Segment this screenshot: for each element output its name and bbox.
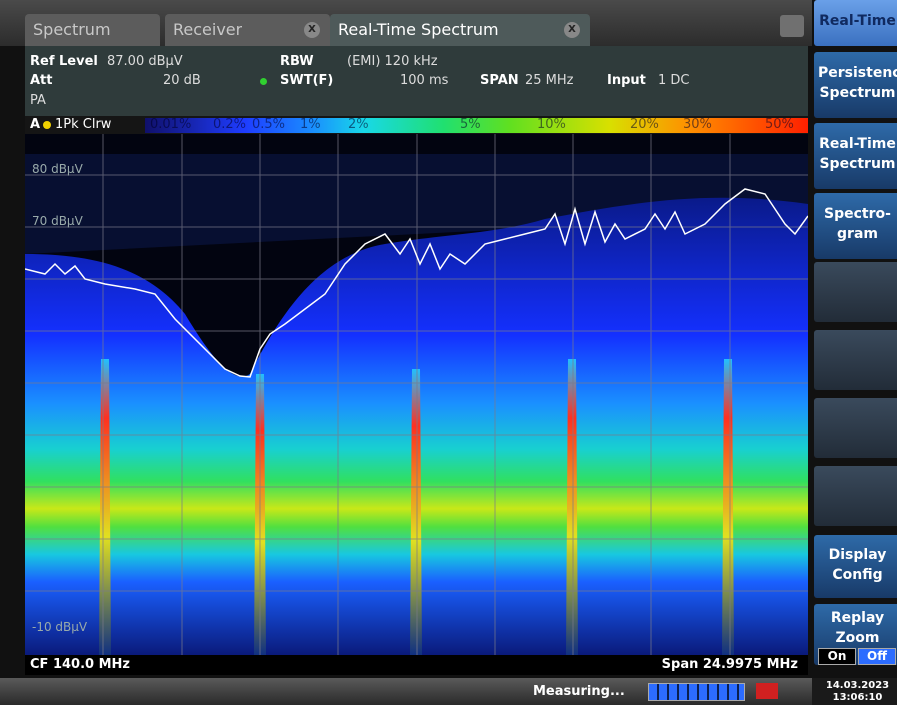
toggle-option[interactable]: Off [858,648,896,665]
status-date: 14.03.2023 [825,680,890,691]
softkey-label: Persistence [818,65,897,81]
error-icon [756,683,778,699]
toggle-option[interactable]: On [818,648,856,665]
trace-label: 1Pk Clrw [55,117,112,132]
setting-text: 100 ms [400,73,449,88]
tab[interactable] [165,14,330,46]
setting-text: 25 MHz [525,73,574,88]
menu-button[interactable] [780,15,804,37]
settings-panel [25,46,808,116]
softkey[interactable] [814,466,897,526]
trace-dot [43,121,51,129]
setting-text: PA [30,93,46,108]
tab-close[interactable]: X [304,22,320,38]
softkey-label: Spectrum [819,156,896,172]
softkey-label: Display [828,546,887,563]
scale-label: 2% [348,117,369,132]
scale-label: 5% [460,117,481,132]
scale-label: 30% [683,117,712,132]
softkey[interactable] [814,52,897,118]
softkey-label: Replay [830,610,885,626]
color-scale [145,118,808,133]
softkey[interactable] [814,535,897,598]
setting-text: Input [607,73,646,88]
softkey[interactable] [814,330,897,390]
setting-text: SWT(F) [280,73,334,88]
softkey-label: Real-Time [819,136,896,152]
trace-window: A [30,117,41,132]
tab[interactable] [330,14,590,46]
y-label: 80 dBµV [32,162,83,176]
status-message: Measuring... [533,684,625,699]
plot-footer [25,655,808,675]
softkey[interactable] [814,193,897,259]
softkey-label: Config [832,566,883,583]
softkey-label: Spectrum [819,85,896,101]
progress-bar [648,683,745,701]
tab-label: Receiver [173,20,243,39]
scale-label: 50% [765,117,794,132]
softkey[interactable] [814,0,897,46]
tab-close[interactable]: X [564,22,580,38]
setting-text: 1 DC [658,73,690,88]
persistence-plot [25,134,808,655]
softkey-label: gram [837,226,878,242]
status-dot [260,78,267,85]
softkey-label: Spectro- [824,206,891,222]
scale-label: 20% [630,117,659,132]
setting-text: 20 dB [163,73,201,88]
center-frequency: CF 140.0 MHz [30,657,130,672]
y-label: -10 dBµV [32,620,88,634]
tab[interactable] [25,14,160,46]
softkey[interactable] [814,262,897,322]
softkey[interactable] [814,398,897,458]
softkey-label: Zoom [835,630,880,646]
setting-text: (EMI) 120 kHz [347,54,438,69]
scale-label: 1% [300,117,321,132]
setting-text: Att [30,73,53,88]
span-label: Span 24.9975 MHz [661,657,798,672]
clock-panel [812,678,897,705]
tab-label: Spectrum [33,20,111,39]
softkey[interactable] [814,123,897,189]
scale-label: 0.01% [150,117,192,132]
setting-text: RBW [280,54,314,69]
softkey-label: Real-Time [819,13,896,29]
y-label: 70 dBµV [32,214,83,228]
status-time: 13:06:10 [832,692,883,703]
scale-label: 10% [537,117,566,132]
scale-label: 0.2% [213,117,247,132]
tab-label: Real-Time Spectrum [338,20,499,39]
setting-text: Ref Level [30,54,98,69]
setting-text: SPAN [480,73,519,88]
scale-label: 0.5% [252,117,286,132]
setting-text: 87.00 dBµV [107,54,183,69]
